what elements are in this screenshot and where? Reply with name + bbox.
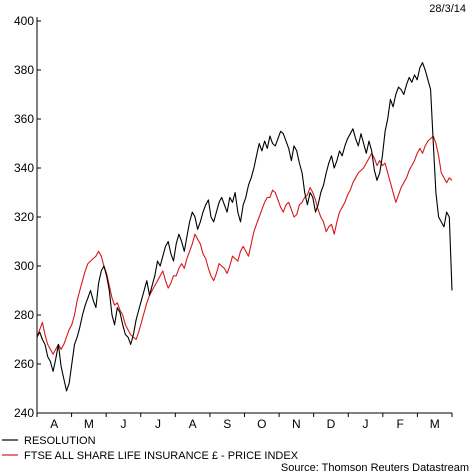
x-tick-label: M [430,417,440,431]
legend-label-resolution: RESOLUTION [24,435,96,447]
x-tick-label: J [155,417,161,431]
source-label: Source: Thomson Reuters Datastream [281,462,469,474]
y-tick-label: 380 [14,63,34,77]
y-tick-label: 240 [14,406,34,420]
series-line-ftse [36,135,453,355]
x-tick-label: M [84,417,94,431]
x-tick-label: A [50,417,58,431]
legend: RESOLUTION FTSE ALL SHARE LIFE INSURANCE… [2,435,299,462]
y-tick-label: 340 [14,161,34,175]
date-label: 28/3/14 [429,3,466,15]
x-tick-label: D [327,417,336,431]
legend-label-ftse: FTSE ALL SHARE LIFE INSURANCE £ - PRICE … [24,450,299,462]
x-tick-label: J [363,417,369,431]
y-tick-label: 360 [14,112,34,126]
y-tick-label: 320 [14,210,34,224]
y-tick-label: 300 [14,259,34,273]
series-line-resolution [36,62,453,392]
y-tick-label: 400 [14,14,34,28]
series-layer [36,62,453,392]
x-tick-label: S [223,417,231,431]
x-tick-label: N [292,417,301,431]
y-axis: 240 260 280 300 320 340 360 380 400 [14,14,41,420]
y-tick-label: 280 [14,308,34,322]
x-tick-label: F [396,417,403,431]
x-tick-label: A [189,417,197,431]
y-tick-label: 260 [14,357,34,371]
x-tick-label: O [257,417,266,431]
x-tick-label: J [120,417,126,431]
